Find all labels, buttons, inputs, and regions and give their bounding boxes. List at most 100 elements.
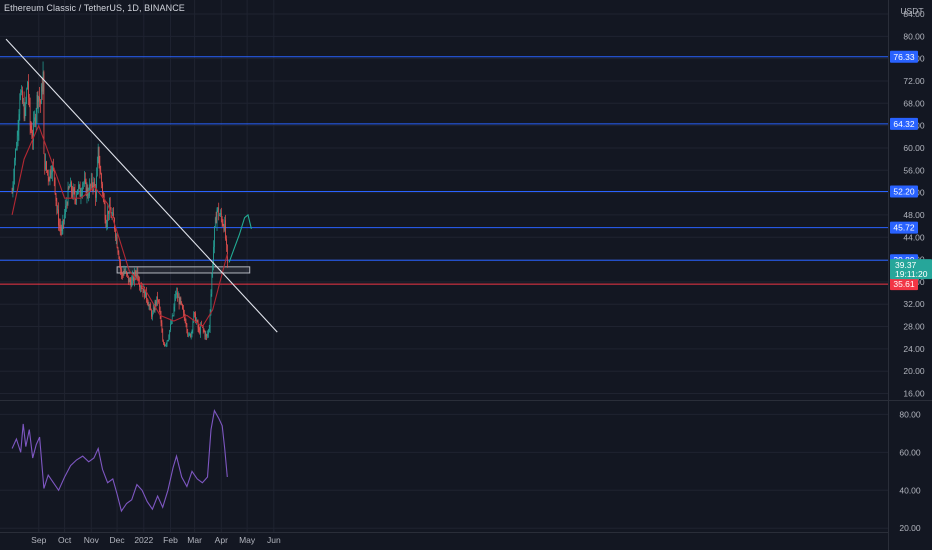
- candle-body: [26, 89, 27, 102]
- price-pane[interactable]: [0, 38, 888, 348]
- price-tick-label: 16.00: [903, 389, 925, 399]
- rsi-pane[interactable]: [11, 409, 228, 513]
- time-tick-label: 2022: [134, 535, 153, 545]
- candle-body: [103, 197, 105, 204]
- candle-body: [121, 274, 123, 276]
- candle-body: [78, 184, 80, 186]
- candle-body: [214, 226, 215, 247]
- candle-body: [19, 98, 21, 115]
- candle-body: [85, 180, 87, 195]
- time-tick-label: Sep: [31, 535, 46, 545]
- price-tick-label: 68.00: [903, 98, 925, 108]
- candle-body: [87, 187, 89, 196]
- candle-body: [41, 86, 42, 104]
- symbol-title: Ethereum Classic / TetherUS, 1D, BINANCE: [4, 3, 185, 13]
- price-axis[interactable]: 16.0020.0024.0028.0032.0036.0040.0044.00…: [890, 6, 932, 533]
- candle-body: [179, 298, 181, 305]
- level-tag-label: 45.72: [893, 223, 915, 233]
- candle-body: [39, 96, 40, 101]
- trend-line: [5, 38, 278, 333]
- candle-body: [122, 274, 124, 276]
- candle-body: [121, 269, 122, 275]
- candle-body: [20, 92, 21, 99]
- candle-body: [184, 317, 186, 323]
- candle-body: [126, 271, 127, 274]
- candle-body: [29, 102, 31, 126]
- candle-body: [94, 181, 96, 188]
- candle-body: [208, 328, 210, 330]
- candle-body: [77, 189, 78, 195]
- candle-body: [13, 176, 15, 186]
- candle-body: [40, 100, 41, 104]
- candle-body: [167, 340, 169, 341]
- candle-body: [191, 330, 193, 333]
- level-tag-label: 76.33: [893, 52, 915, 62]
- candle-body: [225, 220, 226, 239]
- candle-body: [202, 326, 204, 330]
- candle-body: [92, 185, 94, 188]
- candle-body: [51, 172, 52, 175]
- candle-body: [150, 305, 151, 311]
- candle-body: [66, 204, 68, 206]
- candle-body: [152, 313, 153, 317]
- candle-body: [185, 322, 187, 324]
- candle-body: [56, 200, 58, 211]
- rsi-line: [11, 409, 228, 513]
- candle-body: [216, 209, 218, 224]
- candle-body: [18, 114, 20, 131]
- candle-body: [182, 304, 183, 310]
- candle-body: [149, 305, 151, 307]
- candle-body: [146, 299, 148, 303]
- time-axis[interactable]: Sep Oct Nov Dec 2022 Feb Mar Apr May Jun: [31, 535, 281, 545]
- candle-body: [12, 185, 14, 193]
- level-tag-52.20: [890, 185, 918, 198]
- candle-body: [65, 205, 66, 215]
- candle-body: [174, 297, 176, 307]
- candle-body: [220, 213, 221, 216]
- candle-body: [57, 209, 58, 211]
- candle-body: [59, 226, 61, 229]
- candle-body: [189, 333, 190, 335]
- candle-body: [25, 101, 27, 108]
- candle-body: [23, 101, 25, 119]
- candle-body: [180, 298, 182, 302]
- candle-body: [96, 175, 97, 198]
- candle-body: [52, 164, 53, 173]
- candle-body: [176, 292, 177, 295]
- candle-body: [50, 170, 52, 175]
- candle-body: [89, 184, 90, 196]
- price-tick-label: 72.00: [903, 76, 925, 86]
- candle-body: [130, 281, 132, 287]
- candle-body: [62, 219, 64, 229]
- candle-body: [141, 288, 143, 289]
- candle-body: [113, 212, 114, 219]
- candle-body: [214, 218, 216, 227]
- candle-body: [74, 191, 76, 200]
- candle-body: [97, 147, 99, 161]
- candle-body: [213, 246, 214, 266]
- candle-body: [199, 330, 201, 334]
- candle-body: [116, 236, 118, 248]
- candle-body: [128, 279, 130, 283]
- candle-body: [159, 308, 161, 315]
- candle-body: [171, 322, 172, 324]
- candle-body: [196, 320, 198, 322]
- candle-body: [186, 323, 188, 331]
- candle-body: [16, 148, 17, 150]
- candle-body: [135, 275, 137, 277]
- candle-body: [170, 323, 171, 331]
- candle-body: [171, 315, 173, 323]
- candle-body: [125, 271, 127, 273]
- candles: [11, 61, 228, 348]
- rsi-tick-label: 80.00: [899, 409, 921, 419]
- candle-body: [71, 182, 72, 193]
- candle-body: [193, 312, 195, 323]
- candle-body: [100, 170, 102, 175]
- rsi-tick-label: 20.00: [899, 523, 921, 533]
- candle-body: [165, 343, 167, 346]
- price-tick-label: 56.00: [903, 165, 925, 175]
- candle-body: [95, 187, 96, 198]
- candle-body: [73, 188, 75, 192]
- support-zone: [116, 266, 251, 274]
